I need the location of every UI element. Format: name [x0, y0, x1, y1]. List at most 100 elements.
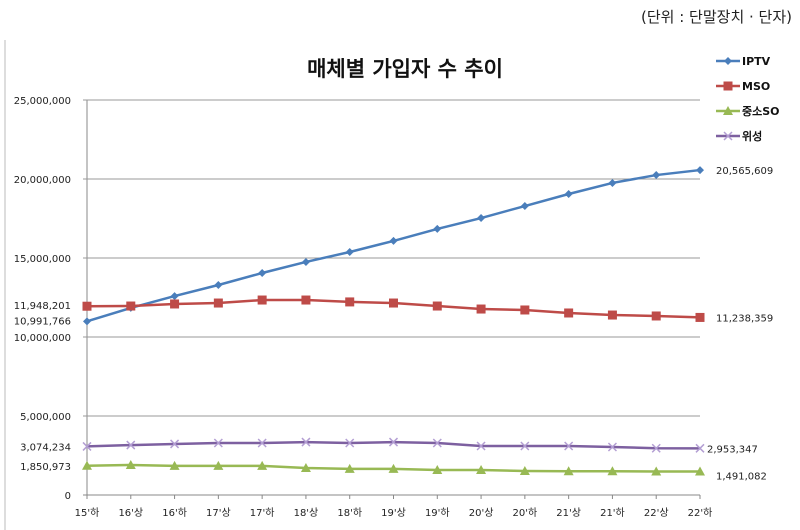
data-point	[651, 466, 662, 476]
x-marker-stroke	[170, 439, 180, 449]
data-point	[607, 466, 618, 476]
data-point	[651, 443, 661, 453]
data-point	[607, 310, 617, 320]
data-point	[608, 178, 617, 187]
x-marker-stroke	[213, 438, 223, 448]
end-value-label: 2,953,347	[707, 444, 758, 455]
data-point	[696, 166, 704, 175]
data-point	[82, 441, 92, 451]
y-tick-label: 15,000,000	[14, 254, 71, 265]
data-point	[213, 298, 223, 308]
y-tick-label: 5,000,000	[20, 412, 71, 423]
legend-item-위성: 위성	[716, 129, 762, 143]
data-point	[695, 443, 705, 453]
y-tick-label: 25,000,000	[14, 96, 71, 107]
data-point	[344, 463, 355, 473]
unit-note: (단위 : 단말장치 · 단자)	[641, 8, 792, 26]
chart-frame: 매체별 가입자 수 추이 0 5,000,000 10,000,000 15,000,…	[4, 40, 780, 530]
x-tick-label: 22'하	[688, 506, 713, 519]
x-marker-stroke	[126, 440, 136, 450]
legend-label: IPTV	[742, 55, 771, 68]
legend-item-중소SO: 중소SO	[716, 105, 780, 118]
start-value-label: 11,948,201	[14, 301, 71, 312]
x-tick-label: 18'상	[294, 507, 319, 519]
end-value-label: 20,565,609	[716, 166, 773, 177]
data-point	[564, 441, 574, 451]
chart-title: 매체별 가입자 수 추이	[307, 57, 503, 81]
data-point	[257, 438, 267, 448]
x-tick-label: 16'상	[118, 507, 143, 519]
data-point	[651, 311, 661, 321]
x-marker-stroke	[607, 442, 617, 452]
start-value-label: 3,074,234	[20, 442, 71, 453]
data-point	[83, 317, 91, 326]
data-point	[388, 437, 399, 447]
x-tick-label: 17'상	[206, 507, 231, 519]
x-marker-stroke	[388, 437, 399, 447]
data-point	[476, 304, 486, 314]
data-point	[477, 214, 486, 223]
data-point	[607, 442, 617, 452]
series-위성	[82, 437, 705, 453]
start-value-label: 1,850,973	[20, 462, 71, 473]
data-point	[519, 465, 530, 475]
data-point	[520, 202, 529, 211]
x-tick-label: 18'하	[337, 506, 362, 519]
legend-label: 중소SO	[742, 105, 780, 118]
data-point	[257, 460, 268, 470]
data-point	[126, 440, 136, 450]
x-marker-stroke	[695, 443, 705, 453]
data-point	[213, 438, 223, 448]
x-marker-stroke	[520, 441, 530, 451]
x-marker-stroke	[432, 438, 442, 448]
x-tick-label: 21'하	[600, 506, 625, 519]
data-point	[170, 299, 180, 309]
data-point	[652, 171, 661, 180]
series-중소SO	[82, 459, 705, 476]
data-point	[258, 269, 267, 278]
x-marker-stroke	[564, 441, 574, 451]
data-point	[301, 437, 311, 447]
series-MSO	[82, 295, 705, 322]
y-tick-label: 0	[65, 491, 71, 502]
data-point	[214, 281, 223, 290]
x-tick-label: 19'상	[381, 507, 406, 519]
data-point	[695, 312, 705, 322]
y-tick-label: 10,000,000	[14, 333, 71, 344]
end-value-label: 11,238,359	[716, 313, 773, 324]
data-point	[724, 57, 732, 65]
data-point	[432, 465, 443, 475]
data-point	[723, 131, 733, 141]
data-point	[563, 466, 574, 476]
x-tick-label: 15'하	[75, 506, 100, 519]
data-point	[170, 292, 179, 301]
data-point	[170, 439, 180, 449]
data-point	[388, 463, 399, 473]
data-point	[82, 460, 92, 470]
data-point	[125, 459, 136, 469]
data-point	[520, 305, 530, 315]
data-point	[695, 466, 705, 476]
legend-item-IPTV: IPTV	[716, 55, 771, 68]
data-point	[301, 295, 311, 305]
x-marker-stroke	[651, 443, 661, 453]
data-point	[169, 460, 180, 470]
data-point	[126, 301, 136, 311]
data-point	[345, 297, 355, 307]
data-point	[564, 308, 574, 318]
data-point	[433, 224, 442, 233]
x-marker-stroke	[345, 438, 355, 448]
data-point	[520, 441, 530, 451]
x-marker-stroke	[723, 131, 733, 141]
x-marker-stroke	[257, 438, 267, 448]
data-point	[257, 295, 267, 305]
data-point	[476, 465, 487, 475]
data-point	[300, 462, 311, 472]
data-point	[301, 257, 310, 266]
x-tick-label: 17'하	[250, 506, 275, 519]
x-tick-label: 21'상	[556, 507, 581, 519]
x-tick-label: 20'상	[469, 507, 494, 519]
x-marker-stroke	[476, 441, 486, 451]
legend-label: 위성	[742, 129, 762, 143]
start-value-label: 10,991,766	[14, 316, 71, 327]
